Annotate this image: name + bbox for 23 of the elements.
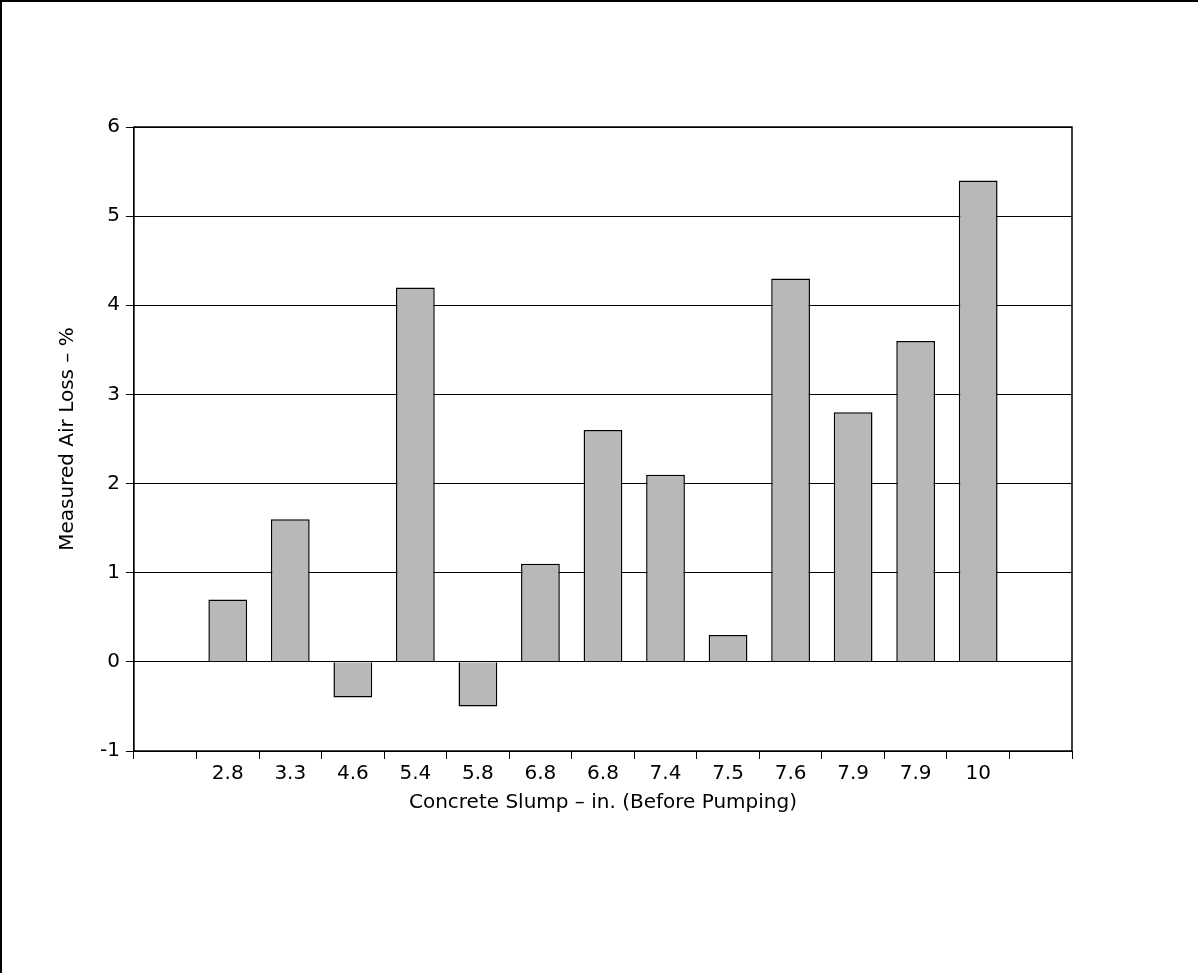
x-tick-label: 7.9 (899, 760, 932, 785)
y-tick-label: -1 (99, 737, 120, 762)
y-tick-label: 0 (107, 648, 120, 673)
x-tick-label: 6.8 (524, 760, 557, 785)
x-tick-label: 10 (965, 760, 991, 785)
x-tick-label: 7.4 (649, 760, 682, 785)
x-tick-label: 4.6 (336, 760, 369, 785)
x-axis-title: Concrete Slump – in. (Before Pumping) (408, 789, 798, 814)
y-tick-label: 1 (107, 558, 120, 583)
x-tick-label: 2.8 (211, 760, 244, 785)
x-tick-label: 7.6 (774, 760, 807, 785)
y-tick-label: 5 (107, 202, 120, 227)
x-tick-label: 7.5 (712, 760, 744, 785)
x-tick-label: 5.8 (461, 760, 494, 785)
x-tick-label: 6.8 (587, 760, 619, 785)
x-tick-label: 5.4 (399, 760, 432, 785)
y-tick-label: 3 (107, 380, 120, 405)
x-tick-label: 3.3 (274, 760, 307, 785)
y-axis-title: Measured Air Loss – % (54, 327, 79, 551)
y-tick-label: 6 (107, 113, 120, 138)
y-tick-label: 2 (107, 469, 120, 494)
y-tick-label: 4 (107, 291, 120, 316)
x-tick-label: 7.9 (837, 760, 870, 785)
